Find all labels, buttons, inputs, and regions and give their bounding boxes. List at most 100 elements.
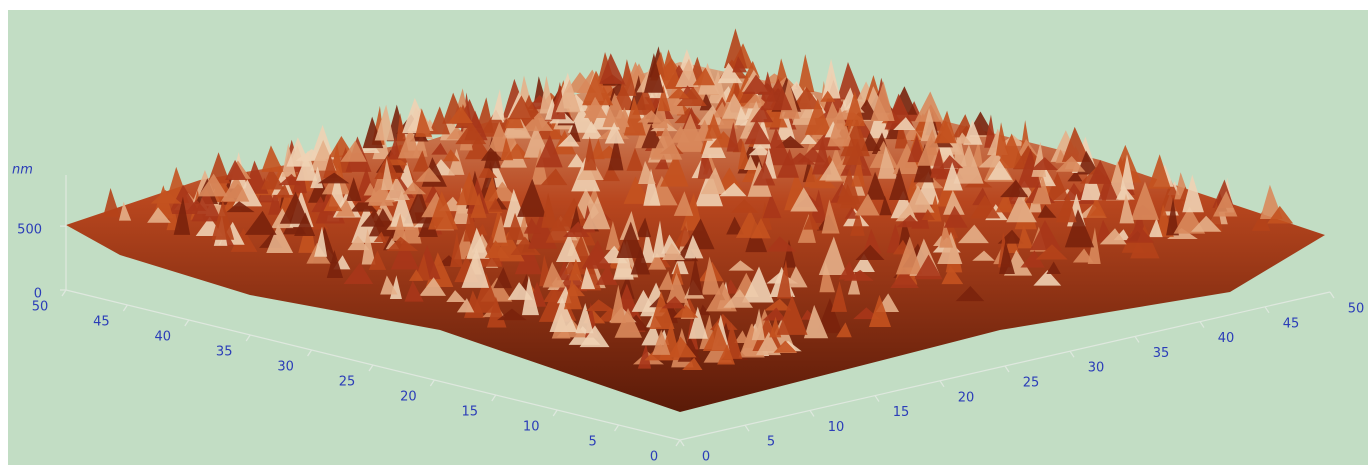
- surface-peak: [503, 188, 528, 228]
- surface-peak: [568, 258, 583, 281]
- surface-peak: [261, 167, 285, 190]
- surface-peak: [762, 193, 782, 219]
- surface: [66, 28, 1325, 412]
- surface-peak: [662, 243, 685, 261]
- surface-peak: [278, 173, 301, 186]
- surface-peak: [970, 194, 1001, 219]
- surface-peak: [995, 190, 1014, 213]
- surface-peak: [803, 165, 819, 188]
- y-tick: [614, 424, 620, 432]
- surface-peak: [363, 182, 378, 196]
- surface-peak: [211, 200, 235, 240]
- surface-peak: [698, 304, 711, 316]
- surface-peak: [654, 154, 669, 170]
- surface-peak: [461, 247, 490, 288]
- surface-peak: [657, 84, 671, 112]
- y-tick-label: 10: [523, 420, 540, 435]
- y-tick: [368, 364, 374, 372]
- surface-peak: [1098, 174, 1119, 200]
- surface-peak: [1115, 185, 1135, 200]
- surface-peak: [500, 137, 514, 161]
- surface-peak: [1020, 250, 1045, 268]
- surface-peak: [676, 86, 707, 107]
- z-axis-label: nm: [12, 163, 33, 178]
- surface-peak: [412, 150, 430, 172]
- surface-peak: [705, 113, 723, 139]
- surface-peak: [368, 250, 387, 270]
- surface-peak: [1063, 182, 1086, 201]
- y-tick-label: 20: [400, 390, 417, 405]
- surface-peak: [670, 125, 690, 143]
- surface-peak: [632, 86, 658, 115]
- surface-peak: [777, 259, 792, 299]
- surface-peak: [692, 67, 715, 86]
- surface-peak: [510, 236, 541, 255]
- surface-peak: [1130, 181, 1159, 220]
- surface-peak: [820, 90, 836, 102]
- surface-peak: [1064, 209, 1095, 248]
- surface-peak: [831, 281, 848, 312]
- surface-peak: [506, 212, 525, 240]
- surface-peak: [590, 138, 605, 160]
- x-tick: [1199, 321, 1205, 328]
- y-tick-label: 45: [93, 315, 110, 330]
- surface-peak: [456, 298, 475, 313]
- surface-peak: [1067, 170, 1083, 182]
- surface-peak: [732, 56, 748, 73]
- surface-peak: [750, 105, 774, 123]
- surface-peak: [392, 213, 407, 241]
- surface-peak: [743, 155, 758, 170]
- surface-peak: [914, 254, 943, 280]
- surface-peak: [666, 272, 689, 303]
- y-tick-label: 25: [339, 375, 356, 390]
- surface-peak: [1061, 126, 1091, 162]
- surface-peak: [1030, 157, 1059, 170]
- surface-peak: [431, 142, 448, 155]
- surface-peak: [734, 106, 751, 126]
- surface-peak: [648, 252, 667, 270]
- surface-peak: [173, 196, 191, 235]
- surface-peak: [804, 98, 833, 135]
- surface-peak: [478, 164, 498, 178]
- surface-peak: [894, 119, 910, 149]
- surface-peak: [737, 139, 751, 170]
- x-tick: [744, 424, 750, 432]
- surface-peak: [688, 256, 703, 296]
- surface-peak: [667, 87, 690, 99]
- surface-peak: [649, 291, 675, 330]
- surface-peak: [1046, 261, 1061, 274]
- surface-peak: [760, 78, 793, 111]
- surface-peak: [868, 294, 892, 328]
- surface-peak: [583, 136, 597, 171]
- surface-peak: [505, 143, 531, 159]
- surface-peak: [1035, 244, 1068, 260]
- surface-peak: [1055, 156, 1086, 172]
- surface-peak: [730, 199, 759, 213]
- surface-peak: [635, 217, 652, 238]
- surface-peak: [673, 191, 694, 216]
- surface-peak: [507, 282, 534, 300]
- surface-peak: [103, 188, 121, 217]
- surface-peak: [448, 106, 473, 123]
- surface-peak: [244, 210, 277, 235]
- x-tick-label: 15: [893, 405, 910, 420]
- surface-peak: [323, 194, 343, 212]
- surface-peak: [943, 162, 963, 191]
- y-tick-label: 15: [462, 405, 479, 420]
- surface-peak: [684, 235, 704, 259]
- surface-peak: [819, 261, 835, 293]
- surface-peak: [540, 168, 568, 186]
- surface-peak: [386, 236, 419, 251]
- surface-peak: [650, 126, 683, 160]
- surface-peak: [580, 266, 596, 290]
- surface-peak: [943, 205, 968, 228]
- surface-peak: [855, 244, 885, 261]
- surface-peak: [661, 296, 686, 309]
- surface-peak: [595, 264, 618, 285]
- surface-peak: [764, 298, 792, 311]
- surface-peak: [323, 154, 338, 179]
- surface-peak: [343, 262, 374, 285]
- surface-peak: [842, 136, 863, 165]
- surface-peak: [599, 245, 628, 264]
